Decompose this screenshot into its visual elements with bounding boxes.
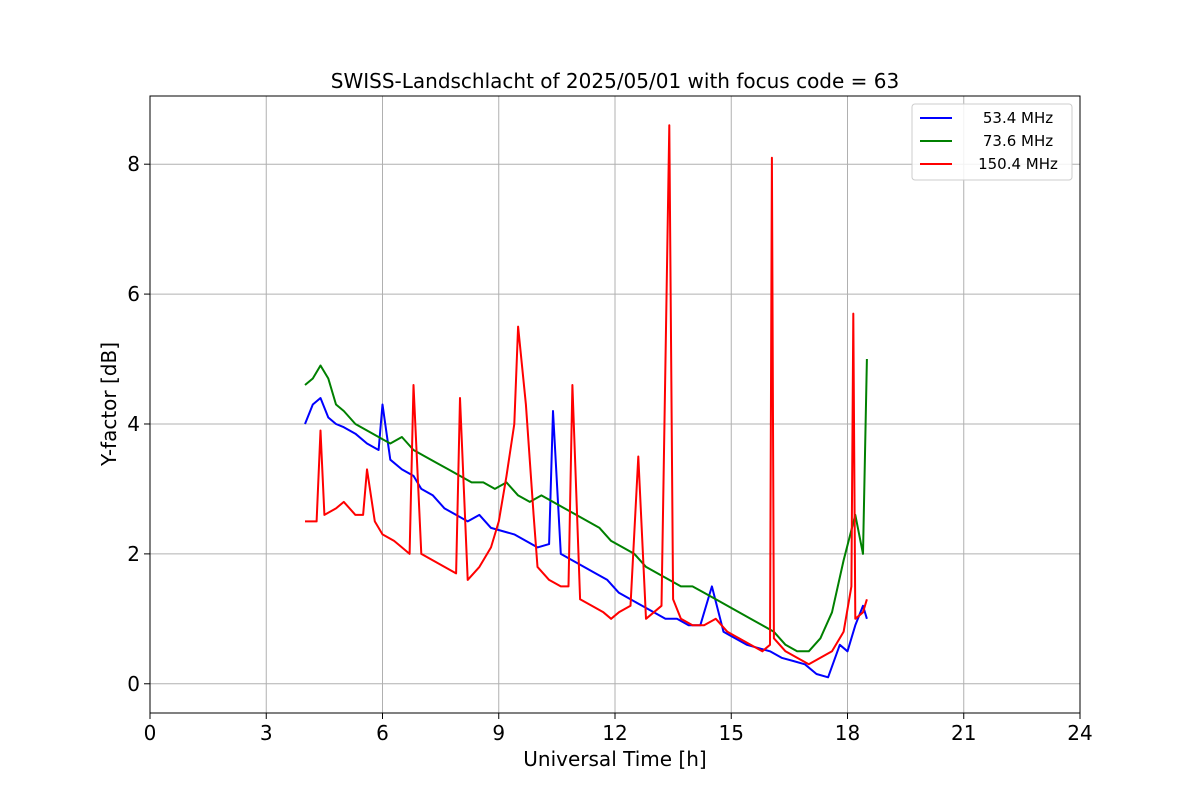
x-tick-label: 6 bbox=[376, 721, 389, 745]
y-tick-label: 2 bbox=[127, 542, 140, 566]
x-tick-label: 12 bbox=[602, 721, 627, 745]
y-tick-label: 4 bbox=[127, 412, 140, 436]
x-axis-ticks: 0 3 6 9 12 15 18 21 24 bbox=[144, 713, 1093, 745]
chart-title: SWISS-Landschlacht of 2025/05/01 with fo… bbox=[331, 69, 899, 93]
legend-box bbox=[911, 103, 1073, 181]
legend-label: 73.6 MHz bbox=[983, 132, 1053, 150]
x-tick-label: 15 bbox=[719, 721, 744, 745]
series-line-0 bbox=[304, 397, 868, 679]
series-line-2 bbox=[305, 124, 868, 666]
data-series bbox=[304, 124, 868, 679]
x-tick-label: 21 bbox=[951, 721, 976, 745]
y-tick-label: 0 bbox=[127, 672, 140, 696]
y-tick-label: 8 bbox=[127, 152, 140, 176]
legend-label: 53.4 MHz bbox=[983, 109, 1053, 127]
x-tick-label: 18 bbox=[835, 721, 860, 745]
x-axis-label: Universal Time [h] bbox=[523, 747, 706, 771]
x-tick-label: 0 bbox=[144, 721, 157, 745]
series-line-1 bbox=[304, 358, 868, 653]
x-tick-label: 9 bbox=[492, 721, 505, 745]
y-axis-label: Y-factor [dB] bbox=[97, 342, 121, 467]
y-axis-ticks: 0 2 4 6 8 bbox=[127, 152, 150, 696]
x-tick-label: 3 bbox=[260, 721, 273, 745]
y-tick-label: 6 bbox=[127, 282, 140, 306]
legend: 53.4 MHz 73.6 MHz 150.4 MHz bbox=[911, 103, 1073, 181]
legend-label: 150.4 MHz bbox=[978, 155, 1058, 173]
x-tick-label: 24 bbox=[1067, 721, 1092, 745]
